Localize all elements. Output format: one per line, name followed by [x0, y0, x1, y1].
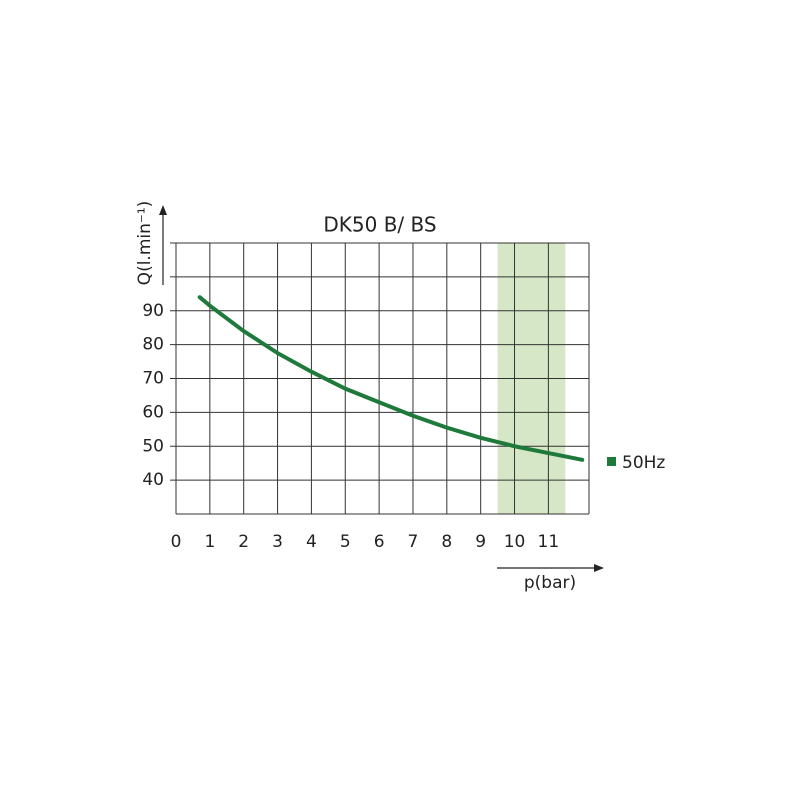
- x-tick-label: 1: [204, 532, 215, 552]
- x-tick-label: 8: [441, 532, 452, 552]
- x-axis-label: p(bar): [524, 573, 576, 593]
- y-arrow-head: [159, 205, 167, 215]
- x-tick-label: 4: [306, 532, 317, 552]
- y-tick-label: 70: [142, 369, 164, 389]
- x-tick-label: 5: [340, 532, 351, 552]
- y-tick-label: 90: [142, 301, 164, 321]
- x-tick-label: 11: [538, 532, 560, 552]
- x-tick-label: 7: [408, 532, 419, 552]
- x-tick-label: 6: [374, 532, 385, 552]
- y-tick-label: 60: [142, 402, 164, 422]
- y-tick-label: 50: [142, 436, 164, 456]
- x-tick-label: 0: [171, 532, 182, 552]
- legend-swatch: [607, 457, 616, 466]
- x-tick-label: 9: [475, 532, 486, 552]
- x-tick-label: 2: [238, 532, 249, 552]
- y-tick-label: 80: [142, 335, 164, 355]
- legend-label: 50Hz: [622, 453, 665, 473]
- x-tick-label: 3: [272, 532, 283, 552]
- x-tick-label: 10: [504, 532, 526, 552]
- y-axis-label: Q(l.min⁻¹): [135, 201, 155, 286]
- data-line: [197, 295, 585, 462]
- x-arrow-head: [594, 564, 604, 572]
- y-tick-label: 40: [142, 470, 164, 490]
- chart-title: DK50 B/ BS: [323, 213, 436, 237]
